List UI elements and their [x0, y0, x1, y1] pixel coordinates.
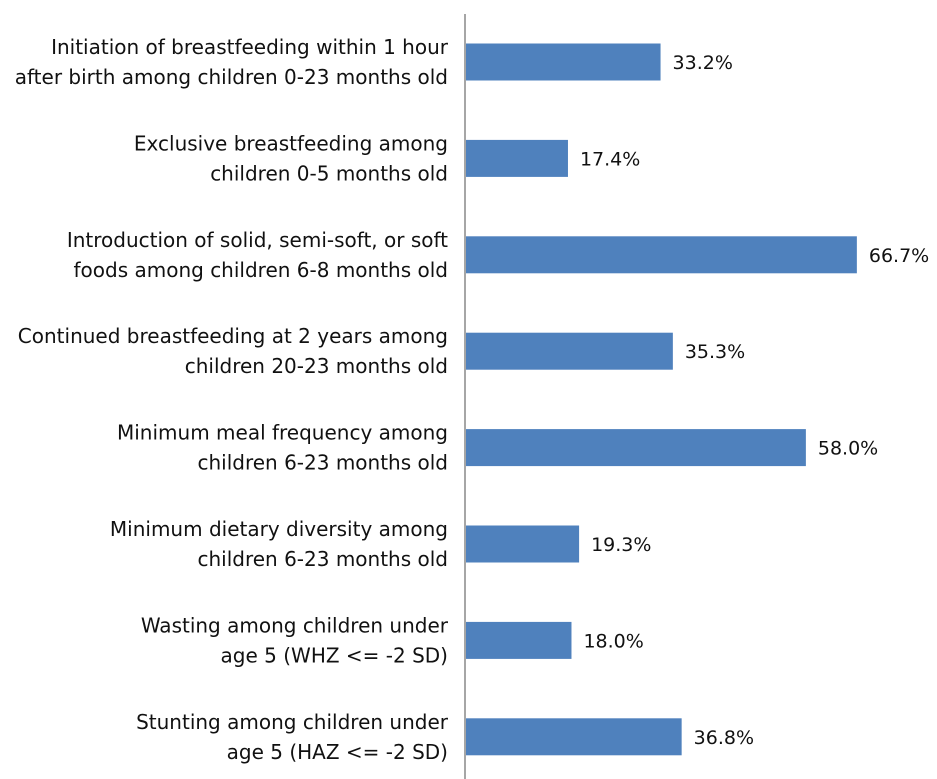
bar: [466, 332, 673, 370]
category-label: Initiation of breastfeeding within 1 hou…: [51, 35, 449, 59]
category-label: Minimum meal frequency among: [117, 421, 448, 445]
bar: [466, 43, 661, 81]
category-label: children 0-5 months old: [210, 161, 448, 185]
value-labels-group: 33.2% 17.4% 66.7% 35.3% 58.0% 19.3% 18.0% 36.8%: [580, 52, 929, 749]
category-label: Exclusive breastfeeding among: [134, 131, 448, 155]
category-label: Continued breastfeeding at 2 years among: [18, 324, 448, 348]
category-label: Stunting among children under: [136, 710, 449, 734]
category-label: foods among children 6-8 months old: [74, 258, 449, 282]
category-label: after birth among children 0-23 months o…: [15, 65, 448, 89]
data-label: 58.0%: [818, 438, 878, 460]
bar: [466, 429, 806, 467]
category-labels-group: Initiation of breastfeeding within 1 hou…: [15, 35, 449, 764]
bar: [466, 139, 568, 177]
data-label: 66.7%: [869, 245, 929, 267]
category-label: children 20-23 months old: [185, 354, 448, 378]
data-label: 33.2%: [673, 52, 733, 74]
bars-group: [466, 43, 857, 756]
data-label: 35.3%: [685, 341, 745, 363]
data-label: 18.0%: [583, 630, 643, 652]
data-label: 19.3%: [591, 534, 651, 556]
data-label: 36.8%: [694, 727, 754, 749]
category-label: children 6-23 months old: [197, 547, 448, 571]
bar: [466, 621, 572, 659]
category-label: age 5 (HAZ <= -2 SD): [227, 740, 448, 764]
data-label: 17.4%: [580, 148, 640, 170]
category-label: age 5 (WHZ <= -2 SD): [221, 643, 448, 667]
bar: [466, 236, 857, 274]
bar: [466, 525, 580, 563]
bar: [466, 718, 682, 756]
category-label: children 6-23 months old: [197, 451, 448, 475]
category-label: Introduction of solid, semi-soft, or sof…: [67, 228, 448, 252]
category-label: Wasting among children under: [141, 613, 449, 637]
category-label: Minimum dietary diversity among: [110, 517, 448, 541]
